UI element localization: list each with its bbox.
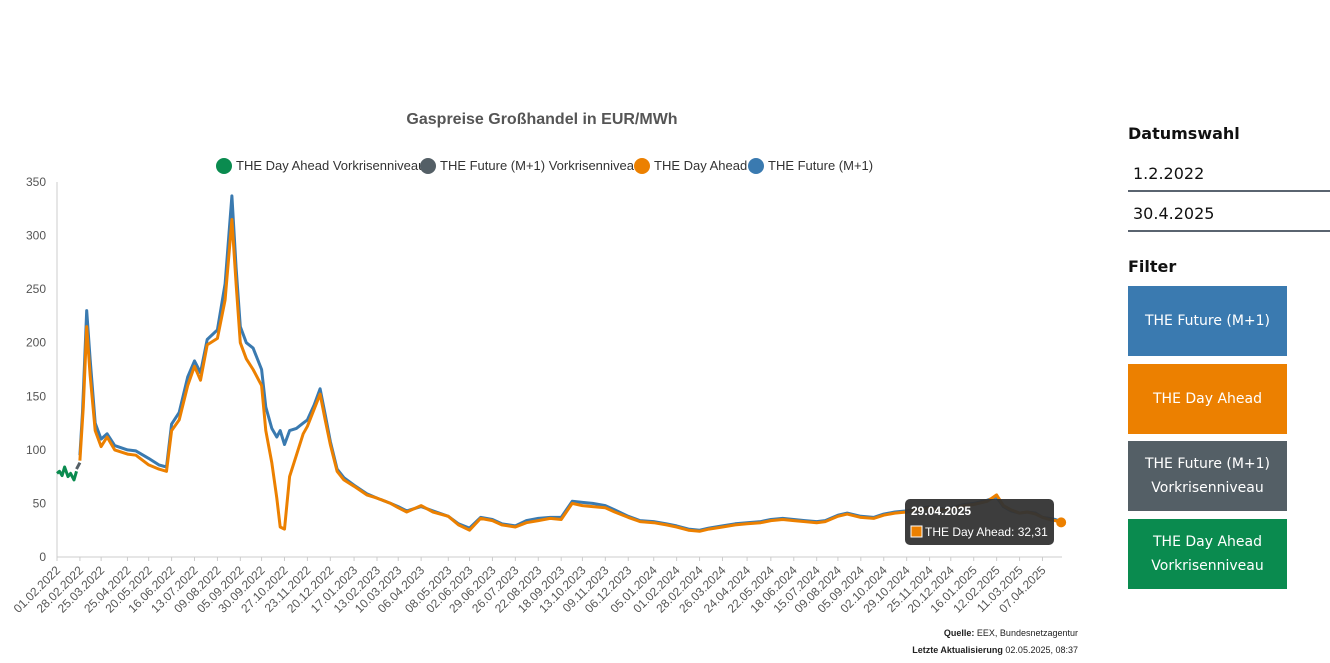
y-tick-label: 0 [39, 550, 46, 564]
x-axis-ticks: 01.02.202228.02.202225.03.202225.04.2022… [11, 557, 1049, 616]
tooltip-date: 29.04.2025 [911, 504, 971, 518]
date-from-input[interactable] [1128, 156, 1330, 192]
price-chart: Gaspreise Großhandel in EUR/MWh THE Day … [11, 111, 1067, 616]
y-tick-label: 200 [26, 336, 46, 350]
filter-dayahead-label: THE Day Ahead [1153, 391, 1262, 407]
sidebar: Datumswahl Filter THE Future (M+1) THE D… [1128, 0, 1330, 663]
filter-future-label: THE Future (M+1) [1144, 313, 1271, 329]
source-label: Quelle: [943, 628, 975, 638]
hover-point [1056, 517, 1067, 528]
chart-title: Gaspreise Großhandel in EUR/MWh [406, 111, 677, 128]
update-label: Letzte Aktualisierung [912, 645, 1003, 655]
chart-legend: THE Day Ahead Vorkrisenniveau THE Future … [216, 158, 873, 174]
legend-item-label[interactable]: THE Future (M+1) Vorkrisenniveau [440, 158, 641, 173]
source-note: Quelle: EEX, Bundesnetzagentur [944, 628, 1078, 638]
series-line-1 [75, 461, 82, 470]
legend-marker [634, 158, 650, 174]
y-axis-ticks: 0 50 100 150 200 250 300 350 [26, 175, 46, 564]
series-line-2 [78, 218, 1062, 533]
filter-future-button[interactable]: THE Future (M+1) [1128, 286, 1287, 356]
tooltip-swatch [910, 525, 923, 538]
source-value: EEX, Bundesnetzagentur [976, 628, 1078, 638]
legend-marker [420, 158, 436, 174]
filter-future-precrisis-button[interactable]: THE Future (M+1) Vorkrisenniveau [1128, 441, 1287, 511]
last-update-note: Letzte Aktualisierung 02.05.2025, 08:37 [912, 645, 1078, 655]
tooltip-box [905, 499, 1054, 545]
y-tick-label: 350 [26, 175, 46, 189]
tooltip: 29.04.2025 THE Day Ahead: 32,31 [905, 499, 1067, 545]
filter-future-precrisis-label: THE Future (M+1) Vorkrisenniveau [1144, 456, 1271, 496]
chart-area: Gaspreise Großhandel in EUR/MWh THE Day … [11, 111, 1078, 655]
legend-item-label[interactable]: THE Day Ahead Vorkrisenniveau [236, 158, 425, 173]
legend-item-label[interactable]: THE Future (M+1) [768, 158, 873, 173]
legend-marker [748, 158, 764, 174]
filter-dayahead-button[interactable]: THE Day Ahead [1128, 364, 1287, 434]
filter-dayahead-precrisis-label: THE Day Ahead Vorkrisenniveau [1151, 534, 1264, 574]
update-value: 02.05.2025, 08:37 [1005, 645, 1078, 655]
series-line-3 [78, 194, 1062, 532]
series-layer [56, 194, 1062, 533]
date-to-input[interactable] [1128, 196, 1330, 232]
series-line-0 [56, 465, 78, 482]
tooltip-value: THE Day Ahead: 32,31 [925, 525, 1048, 539]
y-tick-label: 300 [26, 229, 46, 243]
filter-heading: Filter [1128, 257, 1177, 276]
legend-item-label[interactable]: THE Day Ahead [654, 158, 747, 173]
legend-marker [216, 158, 232, 174]
filter-dayahead-precrisis-button[interactable]: THE Day Ahead Vorkrisenniveau [1128, 519, 1287, 589]
y-tick-label: 250 [26, 282, 46, 296]
date-selection-heading: Datumswahl [1128, 124, 1240, 143]
y-tick-label: 150 [26, 389, 46, 403]
y-tick-label: 50 [33, 496, 47, 510]
y-tick-label: 100 [26, 443, 46, 457]
